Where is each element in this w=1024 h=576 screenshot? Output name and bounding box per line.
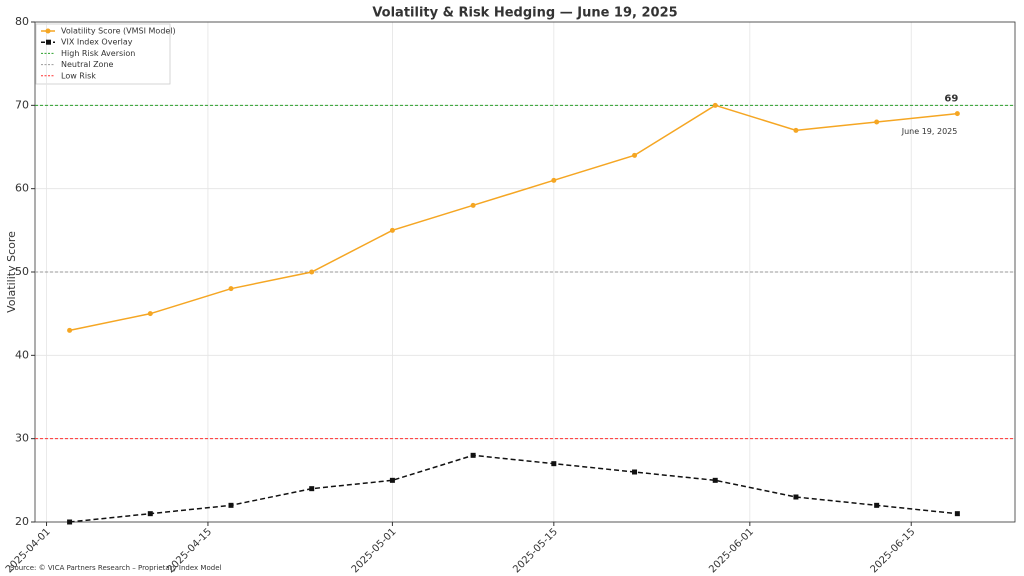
marker [954,111,960,117]
data-label: 69 [944,94,958,105]
marker [470,452,476,458]
series-line [69,454,958,523]
legend-box [35,23,171,85]
marker [147,311,153,317]
marker [228,502,234,508]
legend-label: High Risk Aversion [61,49,135,58]
marker [874,119,880,125]
y-axis-label: Volatility Score [5,231,18,313]
marker [793,494,799,500]
marker [389,477,395,483]
y-tick-label: 30 [15,432,29,445]
chart-title: Volatility & Risk Hedging — June 19, 202… [372,6,677,21]
y-tick-label: 40 [15,348,29,361]
legend-label: Neutral Zone [61,60,114,69]
marker [712,477,718,483]
marker [632,152,638,158]
marker [228,286,234,292]
source-note: Source: © VICA Partners Research – Propr… [10,564,222,572]
marker [954,511,960,517]
marker [389,227,395,233]
marker [67,519,73,525]
x-tick-label: 2025-06-01 [707,526,756,575]
marker [309,269,315,275]
marker [712,102,718,108]
y-tick-label: 70 [15,98,29,111]
y-tick-label: 60 [15,182,29,195]
y-tick-label: 80 [15,15,29,28]
series-line [69,104,958,332]
marker [551,177,557,183]
marker [309,486,315,492]
legend-label: Low Risk [61,71,96,80]
marker [67,327,73,333]
legend-marker [45,28,51,34]
y-tick-label: 50 [15,265,29,278]
marker [793,127,799,133]
x-tick-label: 2025-05-15 [511,526,560,575]
y-tick-label: 20 [15,515,29,528]
marker [551,461,557,467]
marker [470,202,476,208]
marker [632,469,638,475]
x-tick-label: 2025-06-15 [869,526,918,575]
x-tick-label: 2025-05-01 [350,526,399,575]
marker [874,502,880,508]
marker [147,511,153,517]
legend-marker [46,39,51,45]
legend-label: VIX Index Overlay [61,38,133,47]
annotation: June 19, 2025 [901,127,958,136]
legend-label: Volatility Score (VMSI Model) [61,27,176,36]
